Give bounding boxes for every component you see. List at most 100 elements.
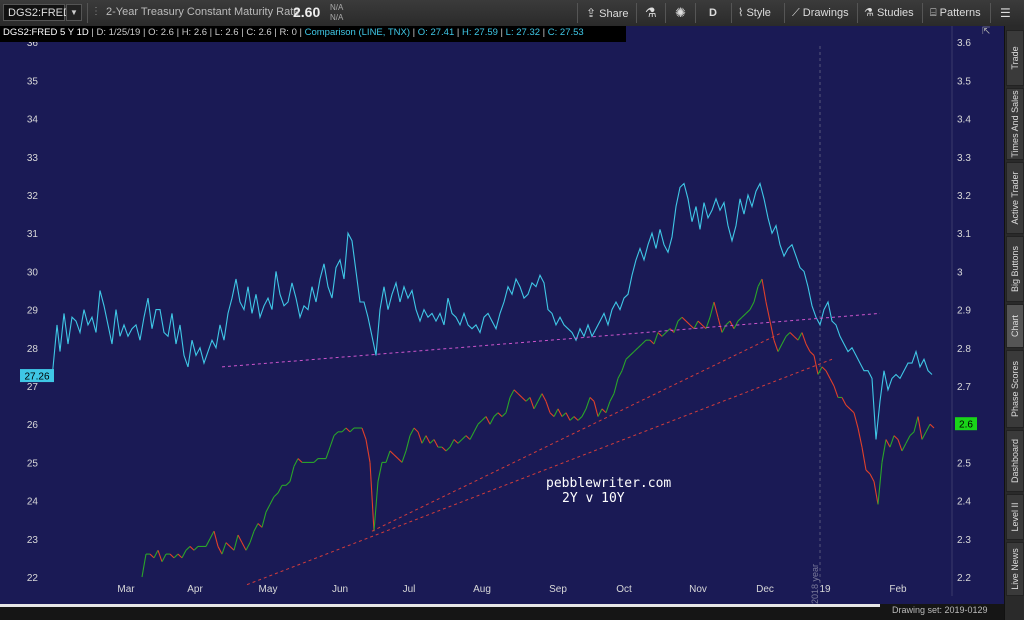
series-dgs2-segment	[565, 412, 571, 421]
drawings-button[interactable]: ⟋ Drawings	[792, 0, 849, 26]
series-dgs2-segment	[553, 408, 559, 417]
symbol-input[interactable]: DGS2:FRED	[3, 4, 71, 21]
series-dgs2-segment	[489, 416, 495, 425]
series-dgs2-segment	[485, 416, 491, 425]
series-dgs2-segment	[913, 416, 919, 432]
series-dgs2-segment	[373, 481, 379, 532]
tab-chart[interactable]: Chart	[1006, 304, 1024, 348]
symbol-dropdown-button[interactable]: ▼	[66, 4, 82, 21]
trendline[interactable]	[246, 358, 833, 586]
right-axis-tick: 2.9	[957, 306, 971, 317]
series-dgs2-segment	[377, 462, 383, 482]
left-axis-tick: 24	[27, 497, 39, 508]
series-dgs2-segment	[457, 439, 463, 444]
series-dgs2-segment	[513, 389, 519, 395]
patterns-button[interactable]: ⌸ Patterns	[930, 0, 981, 26]
tab-active-trader[interactable]: Active Trader	[1006, 162, 1024, 234]
series-dgs2-segment	[793, 335, 799, 341]
series-dgs2-segment	[261, 511, 267, 528]
chart-area[interactable]: 22 23 24 25 26 27 28 29 30 31 32 33 34 35 36 2.2 2.3 2.4 2…	[0, 26, 1004, 620]
series-dgs2-segment	[613, 378, 619, 394]
gear-icon[interactable]: ✺	[675, 5, 686, 20]
series-dgs2-segment	[289, 466, 295, 482]
series-dgs2-segment	[149, 553, 155, 559]
series-dgs2-segment	[853, 412, 859, 429]
series-dgs2-segment	[181, 550, 187, 559]
right-axis-tick: 2.2	[957, 573, 971, 584]
tab-trade[interactable]: Trade	[1006, 30, 1024, 86]
drawing-set-label[interactable]: Drawing set: 2019-0129	[892, 605, 988, 615]
left-axis-tick: 23	[27, 535, 39, 546]
right-axis-tick: 2.3	[957, 535, 971, 546]
series-dgs2-segment	[313, 458, 319, 463]
series-dgs2-segment	[581, 408, 587, 417]
divider	[990, 3, 991, 23]
tab-live-news[interactable]: Live News	[1006, 542, 1024, 596]
series-dgs2-segment	[733, 320, 739, 329]
annotation-text[interactable]: 2Y v 10Y	[562, 491, 625, 506]
share-button[interactable]: ⇪ Share	[586, 0, 628, 26]
series-dgs2-segment	[401, 450, 407, 463]
divider	[731, 3, 732, 23]
percent-change: N/A	[330, 13, 344, 22]
annotation-text[interactable]: pebblewriter.com	[546, 476, 671, 491]
series-dgs2-segment	[477, 419, 483, 425]
expand-icon[interactable]: ⇱	[982, 26, 991, 37]
tab-big-buttons[interactable]: Big Buttons	[1006, 236, 1024, 302]
series-dgs2-segment	[385, 450, 391, 463]
series-dgs2-segment	[277, 485, 283, 494]
series-dgs2-segment	[349, 427, 355, 433]
x-axis-tick: May	[259, 584, 278, 595]
series-dgs2-segment	[625, 355, 631, 360]
trendline[interactable]	[221, 312, 881, 368]
series-dgs2-segment	[153, 550, 159, 559]
chart-info-bar: DGS2:FRED 5 Y 1D | D: 1/25/19 | O: 2.6 |…	[0, 26, 626, 42]
x-axis-tick: Jun	[332, 584, 348, 595]
price-chart[interactable]: 22 23 24 25 26 27 28 29 30 31 32 33 34 35 36 2.2 2.3 2.4 2…	[0, 26, 1004, 604]
series-dgs2-segment	[925, 423, 931, 433]
left-axis-tick: 28	[27, 344, 39, 355]
series-dgs2-segment	[609, 393, 615, 402]
series-dgs2-segment	[561, 412, 567, 417]
x-axis-tick: Mar	[117, 584, 135, 595]
series-dgs2-segment	[605, 401, 611, 413]
tab-times-and-sales[interactable]: Times And Sales	[1006, 88, 1024, 160]
period-button[interactable]: D	[709, 7, 717, 19]
x-axis-tick: Apr	[187, 584, 203, 595]
tab-label: Chart	[1010, 314, 1020, 338]
series-dgs2-segment	[821, 366, 827, 372]
series-dgs2-segment	[273, 492, 279, 498]
series-dgs2-segment	[761, 278, 767, 303]
series-dgs2-segment	[713, 301, 719, 318]
series-dgs2-segment	[633, 347, 639, 353]
left-axis-tick: 29	[27, 306, 39, 317]
tab-label: Trade	[1010, 46, 1020, 70]
tab-level-ii[interactable]: Level II	[1006, 494, 1024, 540]
info-c-low: L: 27.32	[505, 27, 541, 38]
left-axis-tick: 22	[27, 573, 39, 584]
divider	[87, 3, 88, 23]
tab-phase-scores[interactable]: Phase Scores	[1006, 350, 1024, 428]
series-dgs2-segment	[665, 328, 671, 333]
tab-dashboard[interactable]: Dashboard	[1006, 430, 1024, 492]
info-date: D: 1/25/19	[96, 27, 141, 38]
series-dgs2-segment	[545, 401, 551, 413]
series-dgs2-segment	[861, 447, 867, 471]
left-axis-tick: 25	[27, 458, 39, 469]
menu-icon[interactable]: ☰	[1000, 6, 1011, 20]
flask-icon[interactable]: ⚗	[645, 5, 657, 20]
style-button[interactable]: ⌇ Style	[738, 0, 771, 26]
series-dgs2-segment	[429, 439, 435, 444]
series-dgs2-segment	[441, 446, 447, 452]
series-dgs2-segment	[717, 317, 723, 333]
time-scrollbar[interactable]	[0, 604, 880, 607]
series-dgs2-segment	[169, 553, 175, 559]
trendline[interactable]	[371, 332, 783, 532]
series-dgs2-segment	[729, 320, 735, 329]
studies-button[interactable]: ⚗ Studies	[864, 0, 914, 26]
series-dgs2-segment	[901, 443, 907, 452]
series-dgs2-segment	[265, 504, 271, 513]
info-close: C: 2.6	[246, 27, 272, 38]
lock-icon[interactable]: ⋮	[91, 6, 101, 17]
series-dgs2-segment	[185, 546, 191, 551]
